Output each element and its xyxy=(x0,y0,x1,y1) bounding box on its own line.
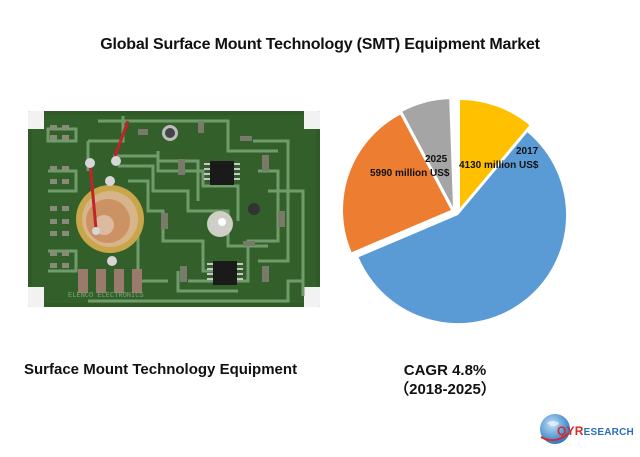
logo-rest: ESEARCH xyxy=(583,427,634,438)
qyresearch-logo: QYRESEARCH xyxy=(537,411,634,447)
logo-text: QYRESEARCH xyxy=(557,424,634,438)
pie-slice-gray xyxy=(402,99,453,207)
product-caption: Surface Mount Technology Equipment xyxy=(24,361,298,378)
logo-y: Y xyxy=(566,424,575,438)
cagr-block: CAGR 4.8% （2018-2025） xyxy=(370,361,520,399)
pcb-photo: ELENCO ELECTRONICS xyxy=(28,111,320,307)
page-title: Global Surface Mount Technology (SMT) Eq… xyxy=(100,36,540,53)
cagr-period: （2018-2025） xyxy=(394,381,496,398)
pie-slice-orange xyxy=(342,114,451,253)
pcb-label: ELENCO ELECTRONICS xyxy=(68,292,144,300)
pie-slice-blue xyxy=(358,132,567,324)
pie-label-2025-value: 5990 million US$ xyxy=(370,168,450,179)
pie-label-2017-value: 4130 million US$ xyxy=(459,160,539,171)
pie-chart: 2025 5990 million US$ 2017 4130 million … xyxy=(330,90,590,340)
globe-icon xyxy=(540,414,570,444)
logo-r: R xyxy=(574,424,584,438)
logo-q: Q xyxy=(557,424,567,438)
cagr-value: CAGR 4.8% xyxy=(403,362,487,379)
pie-slice-yellow xyxy=(460,100,530,208)
pie-label-2025-year: 2025 xyxy=(425,154,448,165)
pie-label-2017-year: 2017 xyxy=(516,146,539,157)
